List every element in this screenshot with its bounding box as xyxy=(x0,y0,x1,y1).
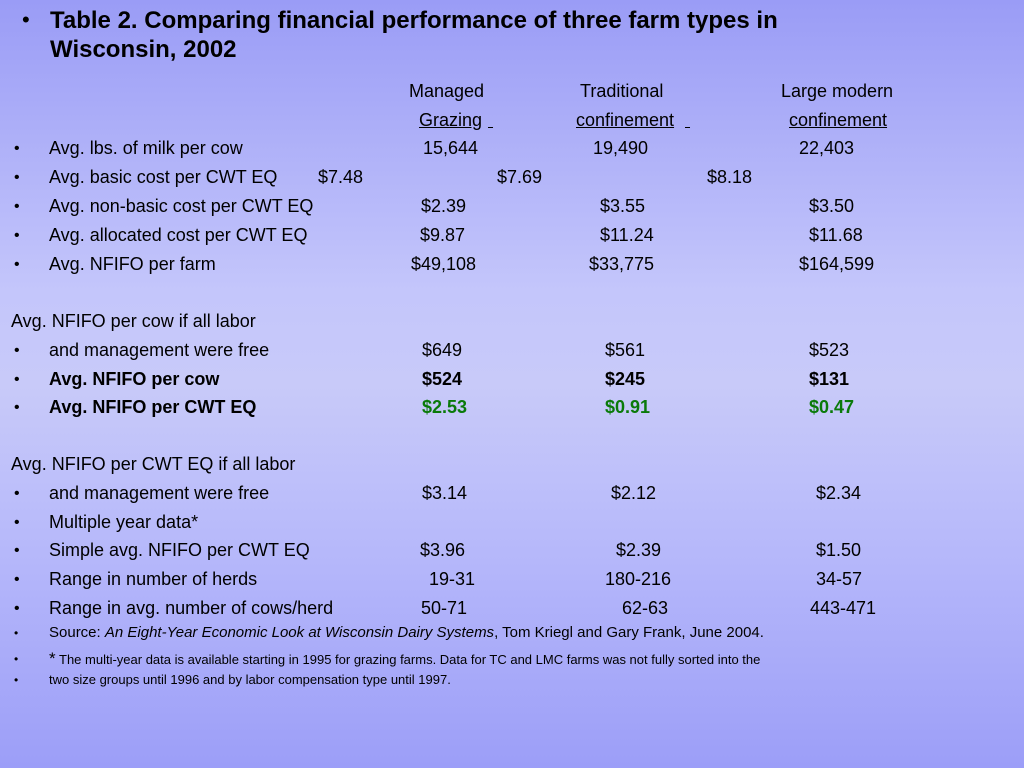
footnote-bullet: • xyxy=(14,652,19,666)
row-milk-large: 22,403 xyxy=(799,138,855,158)
row-nfifo-cow-traditional: $245 xyxy=(605,369,646,389)
row-basic-cost-traditional: $7.69 xyxy=(497,167,543,187)
source-suffix: , Tom Kriegl and Gary Frank, June 2004. xyxy=(494,624,764,641)
title-line-2: Wisconsin, 2002 xyxy=(50,36,237,63)
col2-header-line2: confinement xyxy=(576,110,675,130)
footnote-line-1: * The multi-year data is available start… xyxy=(49,650,760,669)
row-bullet: • xyxy=(14,485,20,502)
row-bullet: • xyxy=(14,342,20,359)
footnote-text-1: The multi-year data is available startin… xyxy=(55,652,761,667)
row-basic-cost-large: $8.18 xyxy=(707,167,753,187)
row-label-herds-range: Range in number of herds xyxy=(49,569,258,589)
title-bullet: • xyxy=(22,7,30,32)
row-label-nonbasic-cost: Avg. non-basic cost per CWT EQ xyxy=(49,196,314,216)
row-herds-range-traditional: 180-216 xyxy=(605,569,672,589)
row-herds-range-grazing: 19-31 xyxy=(429,569,476,589)
row-cows-range-traditional: 62-63 xyxy=(622,598,669,618)
row-milk-grazing: 15,644 xyxy=(423,138,479,158)
col3-header-line2: confinement xyxy=(789,110,888,130)
row-milk-traditional: 19,490 xyxy=(593,138,649,158)
row-allocated-grazing: $9.87 xyxy=(420,225,466,245)
row-bullet: • xyxy=(14,140,20,157)
row-basic-cost-grazing: $7.48 xyxy=(318,167,364,187)
header-underline-gap-2 xyxy=(685,109,789,131)
row-label-allocated-cost: Avg. allocated cost per CWT EQ xyxy=(49,225,308,245)
row-free-labor-cwt-traditional: $2.12 xyxy=(611,483,657,503)
title-line-1: Table 2. Comparing financial performance… xyxy=(50,7,778,34)
slide-title: Table 2. Comparing financial performance… xyxy=(50,6,778,64)
row-nfifo-cow-grazing: $524 xyxy=(422,369,463,389)
row-label-cows-range: Range in avg. number of cows/herd xyxy=(49,598,334,618)
row-label-multiyear: Multiple year data* xyxy=(49,512,199,532)
source-title: An Eight-Year Economic Look at Wisconsin… xyxy=(104,624,495,641)
footnote-star: * xyxy=(49,649,56,668)
row-nonbasic-grazing: $2.39 xyxy=(421,196,467,216)
footnote-bullet: • xyxy=(14,673,19,687)
row-cows-range-large: 443-471 xyxy=(810,598,877,618)
row-bullet: • xyxy=(14,600,20,617)
row-free-labor-cow-traditional: $561 xyxy=(605,340,646,360)
row-allocated-traditional: $11.24 xyxy=(600,225,654,245)
source-citation: Source: An Eight-Year Economic Look at W… xyxy=(49,623,764,643)
row-nfifo-farm-traditional: $33,775 xyxy=(589,254,655,274)
row-herds-range-large: 34-57 xyxy=(816,569,863,589)
row-simple-avg-large: $1.50 xyxy=(816,540,862,560)
col1-header-line1: Managed xyxy=(409,81,485,101)
row-cows-range-grazing: 50-71 xyxy=(421,598,468,618)
source-bullet: • xyxy=(14,626,19,640)
row-nonbasic-traditional: $3.55 xyxy=(600,196,646,216)
header-underline-gap-1 xyxy=(488,109,578,131)
row-label-nfifo-cwt: Avg. NFIFO per CWT EQ xyxy=(49,397,257,417)
row-label-free-labor-cow: and management were free xyxy=(49,340,270,360)
row-free-labor-cow-grazing: $649 xyxy=(422,340,463,360)
row-free-labor-cwt-large: $2.34 xyxy=(816,483,862,503)
row-bullet: • xyxy=(14,198,20,215)
row-nfifo-cwt-traditional: $0.91 xyxy=(605,397,651,417)
footnote-line-2: two size groups until 1996 and by labor … xyxy=(49,672,451,687)
row-bullet: • xyxy=(14,256,20,273)
row-label-simple-avg: Simple avg. NFIFO per CWT EQ xyxy=(49,540,310,560)
row-label-milk: Avg. lbs. of milk per cow xyxy=(49,138,243,158)
row-simple-avg-grazing: $3.96 xyxy=(420,540,466,560)
row-label-free-labor-cwt: and management were free xyxy=(49,483,270,503)
row-nonbasic-large: $3.50 xyxy=(809,196,855,216)
col2-header-line1: Traditional xyxy=(580,81,664,101)
row-bullet: • xyxy=(14,169,20,186)
col3-header-line1: Large modern xyxy=(781,81,894,101)
row-label-nfifo-farm: Avg. NFIFO per farm xyxy=(49,254,216,274)
row-nfifo-cwt-grazing: $2.53 xyxy=(422,397,468,417)
row-label-basic-cost: Avg. basic cost per CWT EQ xyxy=(49,167,278,187)
source-prefix: Source: xyxy=(49,624,105,641)
row-free-labor-cwt-grazing: $3.14 xyxy=(422,483,468,503)
row-free-labor-cow-large: $523 xyxy=(809,340,850,360)
section1-heading: Avg. NFIFO per cow if all labor xyxy=(11,311,256,331)
row-nfifo-cow-large: $131 xyxy=(809,369,850,389)
row-nfifo-farm-large: $164,599 xyxy=(799,254,875,274)
row-allocated-large: $11.68 xyxy=(809,225,863,245)
row-nfifo-cwt-large: $0.47 xyxy=(809,397,855,417)
row-bullet: • xyxy=(14,399,20,416)
row-bullet: • xyxy=(14,571,20,588)
col1-header-line2: Grazing xyxy=(419,110,483,130)
row-simple-avg-traditional: $2.39 xyxy=(616,540,662,560)
row-label-nfifo-cow: Avg. NFIFO per cow xyxy=(49,369,220,389)
row-bullet: • xyxy=(14,542,20,559)
row-nfifo-farm-grazing: $49,108 xyxy=(411,254,477,274)
row-bullet: • xyxy=(14,514,20,531)
section2-heading: Avg. NFIFO per CWT EQ if all labor xyxy=(11,454,296,474)
row-bullet: • xyxy=(14,227,20,244)
row-bullet: • xyxy=(14,371,20,388)
